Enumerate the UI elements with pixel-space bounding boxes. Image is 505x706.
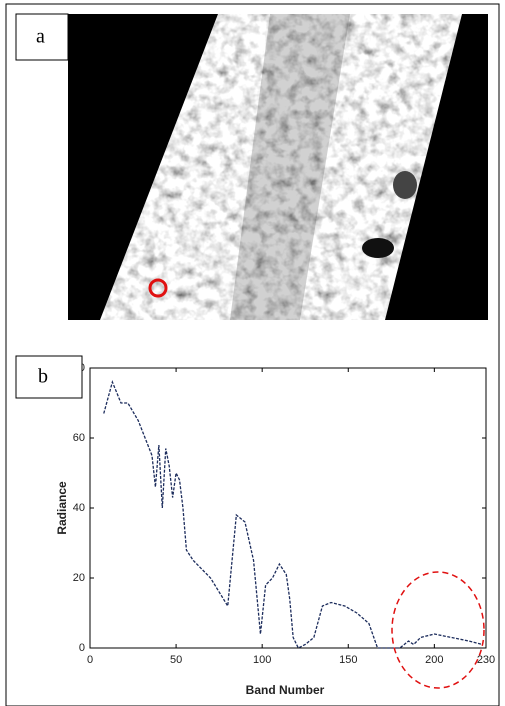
label-box bbox=[15, 13, 69, 61]
x-axis-label: Band Number bbox=[246, 683, 325, 697]
x-tick-label: 230 bbox=[477, 654, 495, 666]
panel-label: b bbox=[38, 366, 48, 388]
highlight-ellipse bbox=[391, 571, 485, 689]
panel-label: a bbox=[36, 26, 45, 48]
marker-circle bbox=[148, 278, 168, 298]
x-tick-label: 100 bbox=[253, 654, 271, 666]
x-tick-label: 200 bbox=[425, 654, 443, 666]
y-tick-label: 0 bbox=[79, 642, 85, 654]
x-tick-label: 0 bbox=[87, 654, 93, 666]
plot-box bbox=[89, 367, 487, 649]
x-tick-label: 150 bbox=[339, 654, 357, 666]
frame bbox=[5, 3, 500, 706]
data-line bbox=[103, 379, 483, 649]
y-tick-label: 20 bbox=[73, 572, 85, 584]
y-axis-label: Radiance bbox=[55, 481, 69, 535]
label-box bbox=[15, 355, 83, 399]
chart: 020406080050100150200230 bbox=[73, 362, 495, 666]
y-tick-label: 40 bbox=[73, 502, 85, 514]
y-tick-label: 60 bbox=[73, 432, 85, 444]
x-tick-label: 50 bbox=[170, 654, 182, 666]
